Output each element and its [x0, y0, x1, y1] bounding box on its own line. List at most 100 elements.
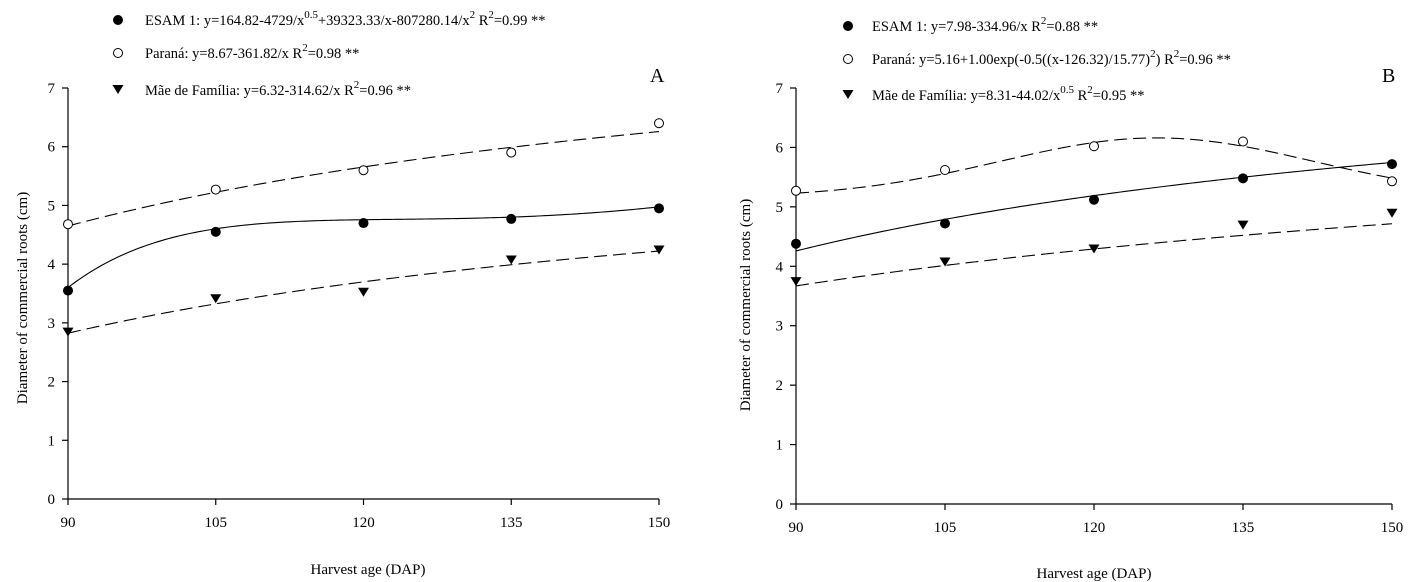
legend-a-r2-esam: R: [479, 13, 489, 29]
legend-a-name-parana: Paraná: [145, 46, 185, 62]
legend-b-name-mae: Mãe de Família: [872, 88, 964, 104]
legend-a-item-parana: Paraná: y=8.67-361.82/x R2=0.98 **: [113, 42, 360, 62]
data-point-b-esam-1-90: [791, 238, 801, 249]
data-point-a-esam-1-105: [210, 226, 221, 237]
legend-b-text-parana: Paraná: y=5.16+1.00exp(-0.5((x-126.32)/1…: [872, 48, 1231, 68]
legend-a-name-esam: ESAM 1: [145, 13, 196, 29]
legend-a-r2val-mae: =0.96 **: [359, 83, 411, 99]
legend-b-text-esam: ESAM 1: y=7.98-334.96/x R2=0.88 **: [872, 15, 1098, 35]
curves-b: [795, 137, 1393, 287]
data-point-b-mae-de-familia-105: [939, 257, 951, 267]
legend-a-item-esam: ESAM 1: y=164.82-4729/x0.5+39323.33/x-80…: [113, 9, 546, 29]
data-point-a-mae-de-familia-90: [62, 327, 74, 337]
legend-b-r2exp-mae: 2: [1087, 84, 1093, 96]
legend-a-marker-esam: [113, 15, 123, 25]
legend-b-item-mae: Mãe de Família: y=8.31-44.02/x0.5 R2=0.9…: [842, 84, 1144, 104]
y-tick-label-a-5: 5: [48, 198, 56, 214]
legend-b-marker-mae: [842, 90, 854, 99]
legend-b-r2val-parana: =0.96 **: [1179, 52, 1231, 68]
x-tick-label-b-105: 105: [934, 520, 957, 536]
y-tick-label-a-3: 3: [48, 316, 56, 332]
y-axis-title-a: Diameter of commercial roots (cm): [15, 192, 31, 404]
legend-b-eq-parana-exp: 2: [1150, 48, 1156, 60]
y-tick-label-b-7: 7: [776, 81, 784, 97]
y-tick-label-a-7: 7: [48, 81, 56, 97]
x-tick-label-a-105: 105: [205, 515, 228, 531]
panel-a: ESAM 1: y=164.82-4729/x0.5+39323.33/x-80…: [15, 9, 670, 578]
y-tick-label-b-1: 1: [776, 438, 784, 454]
legend-b-marker-parana: [843, 54, 853, 64]
legend-a-eq-esam-part2: +39323.33/x-807280.14/x: [318, 13, 470, 29]
data-point-a-parana-90: [63, 219, 73, 230]
x-tick-label-b-150: 150: [1381, 520, 1404, 536]
y-tick-label-a-0: 0: [48, 492, 56, 508]
data-point-b-mae-de-familia-150: [1386, 208, 1398, 218]
x-tick-label-a-150: 150: [648, 515, 671, 531]
legend-b-marker-esam: [843, 21, 853, 31]
legend-a-r2-parana: R: [293, 46, 303, 62]
legend-b-r2exp-esam: 2: [1041, 15, 1047, 27]
trend-line-a-mae-de-familia: [67, 250, 660, 334]
x-tick-label-a-135: 135: [500, 515, 523, 531]
legend-b: ESAM 1: y=7.98-334.96/x R2=0.88 ** Paran…: [842, 15, 1231, 104]
data-point-a-mae-de-familia-105: [210, 294, 222, 304]
data-point-b-mae-de-familia-90: [790, 277, 802, 287]
curves-a: [67, 131, 660, 334]
legend-a-marker-mae: [112, 85, 124, 94]
legend-a-eq-esam: y=164.82-4729/x: [204, 13, 305, 29]
data-point-a-esam-1-135: [506, 213, 517, 224]
legend-b-r2-parana: R: [1164, 52, 1174, 68]
data-point-a-parana-135: [506, 147, 517, 158]
data-point-b-esam-1-150: [1387, 159, 1397, 170]
data-point-b-parana-135: [1238, 136, 1248, 147]
y-tick-label-b-3: 3: [776, 319, 784, 335]
legend-b-r2-esam: R: [1031, 19, 1041, 35]
legend-a-text-esam: ESAM 1: y=164.82-4729/x0.5+39323.33/x-80…: [145, 9, 546, 29]
y-tick-label-a-1: 1: [48, 433, 56, 449]
legend-a: ESAM 1: y=164.82-4729/x0.5+39323.33/x-80…: [112, 9, 546, 99]
legend-a-item-mae: Mãe de Família: y=6.32-314.62/x R2=0.96 …: [112, 79, 411, 99]
x-tick-label-b-135: 135: [1232, 520, 1255, 536]
data-point-b-esam-1-105: [940, 218, 950, 229]
legend-b-eq-parana: y=5.16+1.00exp(-0.5((x-126.32)/15.77): [919, 52, 1150, 68]
data-point-b-mae-de-familia-135: [1237, 220, 1249, 230]
legend-a-eq-mae: y=6.32-314.62/x: [244, 83, 342, 99]
y-tick-label-a-2: 2: [48, 375, 56, 391]
data-point-b-mae-de-familia-120: [1088, 244, 1100, 254]
trend-line-a-parana: [67, 131, 660, 227]
x-tick-label-a-120: 120: [352, 515, 375, 531]
data-point-a-parana-150: [654, 118, 664, 129]
data-point-a-mae-de-familia-150: [653, 245, 665, 255]
legend-a-r2val-parana: =0.98 **: [308, 46, 360, 62]
panel-letter-a: A: [650, 65, 665, 87]
y-tick-label-b-2: 2: [776, 378, 784, 394]
points-a: [62, 118, 665, 337]
legend-b-eq-parana-tail: ): [1156, 52, 1161, 68]
data-point-a-esam-1-90: [63, 285, 73, 296]
trend-line-b-parana: [795, 137, 1393, 194]
trend-line-b-esam-1: [795, 161, 1393, 252]
legend-b-name-parana: Paraná: [872, 52, 912, 68]
legend-b-text-mae: Mãe de Família: y=8.31-44.02/x0.5 R2=0.9…: [872, 84, 1144, 104]
y-tick-label-a-4: 4: [48, 257, 56, 273]
trend-line-b-mae-de-familia: [795, 223, 1393, 287]
y-tick-label-b-0: 0: [776, 497, 784, 513]
y-tick-label-b-6: 6: [776, 140, 784, 156]
axes-a: 0 1 2 3 4 5 6 7 90 105 120 135 150: [48, 81, 671, 531]
legend-b-eq-mae: y=8.31-44.02/x: [971, 88, 1061, 104]
legend-a-eq-esam-exp1: 0.5: [304, 9, 318, 21]
legend-b-r2-mae: R: [1078, 88, 1088, 104]
panel-letter-b: B: [1382, 65, 1395, 87]
data-point-a-mae-de-familia-135: [505, 255, 517, 265]
legend-b-eq-mae-exp: 0.5: [1060, 84, 1074, 96]
x-tick-label-b-120: 120: [1083, 520, 1106, 536]
legend-a-r2exp-esam: 2: [488, 9, 494, 21]
x-tick-label-b-90: 90: [789, 520, 804, 536]
data-point-b-esam-1-120: [1089, 194, 1099, 205]
legend-b-item-parana: Paraná: y=5.16+1.00exp(-0.5((x-126.32)/1…: [843, 48, 1231, 68]
legend-a-eq-esam-exp2: 2: [470, 9, 476, 21]
data-point-b-parana-105: [940, 165, 950, 176]
y-axis-title-b: Diameter of commercial roots (cm): [738, 199, 754, 411]
data-point-a-parana-105: [210, 184, 221, 195]
